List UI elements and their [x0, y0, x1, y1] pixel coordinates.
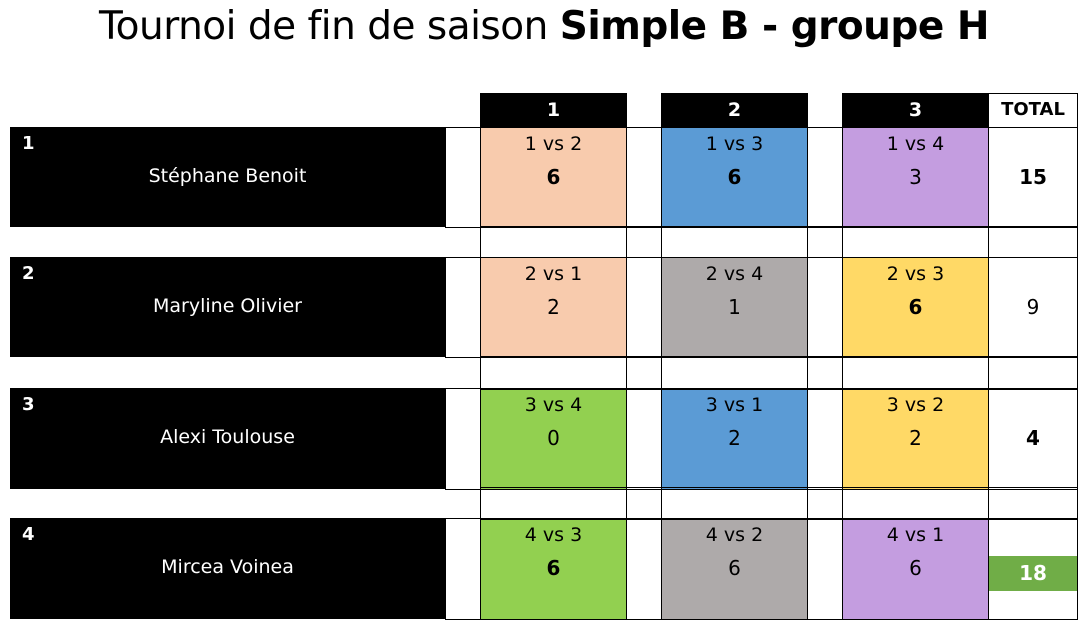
player-number: 1	[22, 133, 35, 154]
spacer-cell	[626, 487, 662, 520]
gap-cell	[626, 518, 662, 620]
match-label: 4 vs 2	[705, 524, 764, 546]
match-cell: 1 vs 3 6	[661, 127, 808, 228]
match-label: 2 vs 4	[705, 263, 764, 285]
match-label: 1 vs 4	[886, 133, 945, 155]
spacer-cell	[661, 487, 808, 520]
spacer-cell	[988, 487, 1078, 520]
match-cell: 3 vs 4 0	[480, 388, 627, 490]
match-score: 0	[547, 426, 560, 450]
spacer-cell	[842, 487, 989, 520]
gap-cell	[445, 257, 481, 358]
player-total: 9	[1026, 295, 1040, 319]
match-cell: 4 vs 1 6	[842, 518, 989, 620]
spacer-cell	[842, 356, 989, 390]
spacer-cell	[661, 356, 808, 390]
spacer-cell	[480, 487, 627, 520]
spacer-cell	[480, 226, 627, 258]
match-label: 4 vs 1	[886, 524, 945, 546]
match-cell: 3 vs 2 2	[842, 388, 989, 490]
gap-cell	[807, 257, 843, 358]
match-score: 6	[727, 165, 742, 189]
match-score: 6	[728, 556, 741, 580]
spacer-cell	[988, 226, 1078, 258]
player-name: Maryline Olivier	[153, 295, 302, 317]
total-header: TOTAL	[988, 93, 1078, 128]
spacer-cell	[661, 226, 808, 258]
match-label: 2 vs 3	[886, 263, 945, 285]
match-label: 1 vs 2	[524, 133, 583, 155]
title-group: Simple B - groupe H	[559, 4, 990, 49]
player-number: 2	[22, 263, 35, 284]
match-label: 3 vs 2	[886, 394, 945, 416]
round-header: 2	[661, 93, 808, 128]
match-score: 6	[546, 165, 561, 189]
total-cell: 15	[988, 127, 1078, 228]
match-cell: 2 vs 4 1	[661, 257, 808, 358]
player-name: Stéphane Benoit	[148, 165, 307, 187]
spacer-cell	[988, 356, 1078, 390]
player-name: Alexi Toulouse	[160, 426, 295, 448]
round-header: 1	[480, 93, 627, 128]
total-cell: 9	[988, 257, 1078, 358]
spacer-cell	[807, 487, 843, 520]
match-cell: 4 vs 2 6	[661, 518, 808, 620]
total-cell: 18	[988, 518, 1078, 620]
gap-cell	[626, 388, 662, 490]
player-name-block: 2 Maryline Olivier	[10, 257, 445, 357]
gap-cell	[445, 388, 481, 490]
player-name-block: 3 Alexi Toulouse	[10, 388, 445, 489]
player-name-block: 1 Stéphane Benoit	[10, 127, 445, 227]
match-score: 2	[547, 295, 560, 319]
match-score: 2	[728, 426, 741, 450]
match-label: 4 vs 3	[524, 524, 583, 546]
gap-cell	[626, 257, 662, 358]
match-cell: 2 vs 3 6	[842, 257, 989, 358]
match-label: 1 vs 3	[705, 133, 764, 155]
gap-cell	[445, 518, 481, 620]
match-label: 3 vs 4	[524, 394, 583, 416]
spacer-cell	[807, 226, 843, 258]
player-number: 4	[22, 524, 35, 545]
player-total: 15	[1019, 165, 1047, 189]
player-number: 3	[22, 394, 35, 415]
player-total: 4	[1026, 426, 1040, 450]
gap-cell	[807, 518, 843, 620]
spacer-cell	[626, 356, 662, 390]
gap-cell	[445, 127, 481, 228]
winner-total: 18	[989, 556, 1077, 591]
gap-cell	[807, 127, 843, 228]
match-label: 2 vs 1	[524, 263, 583, 285]
page-title: Tournoi de fin de saison Simple B - grou…	[0, 4, 1088, 49]
gap-cell	[807, 388, 843, 490]
match-score: 1	[728, 295, 741, 319]
title-normal: Tournoi de fin de saison	[98, 4, 560, 49]
match-cell: 2 vs 1 2	[480, 257, 627, 358]
gap-cell	[626, 127, 662, 228]
match-score: 3	[909, 165, 922, 189]
spacer-cell	[807, 356, 843, 390]
match-cell: 1 vs 2 6	[480, 127, 627, 228]
match-label: 3 vs 1	[705, 394, 764, 416]
player-name-block: 4 Mircea Voinea	[10, 518, 445, 619]
match-score: 6	[546, 556, 561, 580]
match-cell: 4 vs 3 6	[480, 518, 627, 620]
total-cell: 4	[988, 388, 1078, 490]
match-cell: 3 vs 1 2	[661, 388, 808, 490]
match-cell: 1 vs 4 3	[842, 127, 989, 228]
player-name: Mircea Voinea	[161, 556, 294, 578]
match-score: 6	[908, 295, 923, 319]
match-score: 6	[909, 556, 922, 580]
spacer-cell	[842, 226, 989, 258]
match-score: 2	[909, 426, 922, 450]
spacer-cell	[480, 356, 627, 390]
spacer-cell	[626, 226, 662, 258]
round-header: 3	[842, 93, 989, 128]
